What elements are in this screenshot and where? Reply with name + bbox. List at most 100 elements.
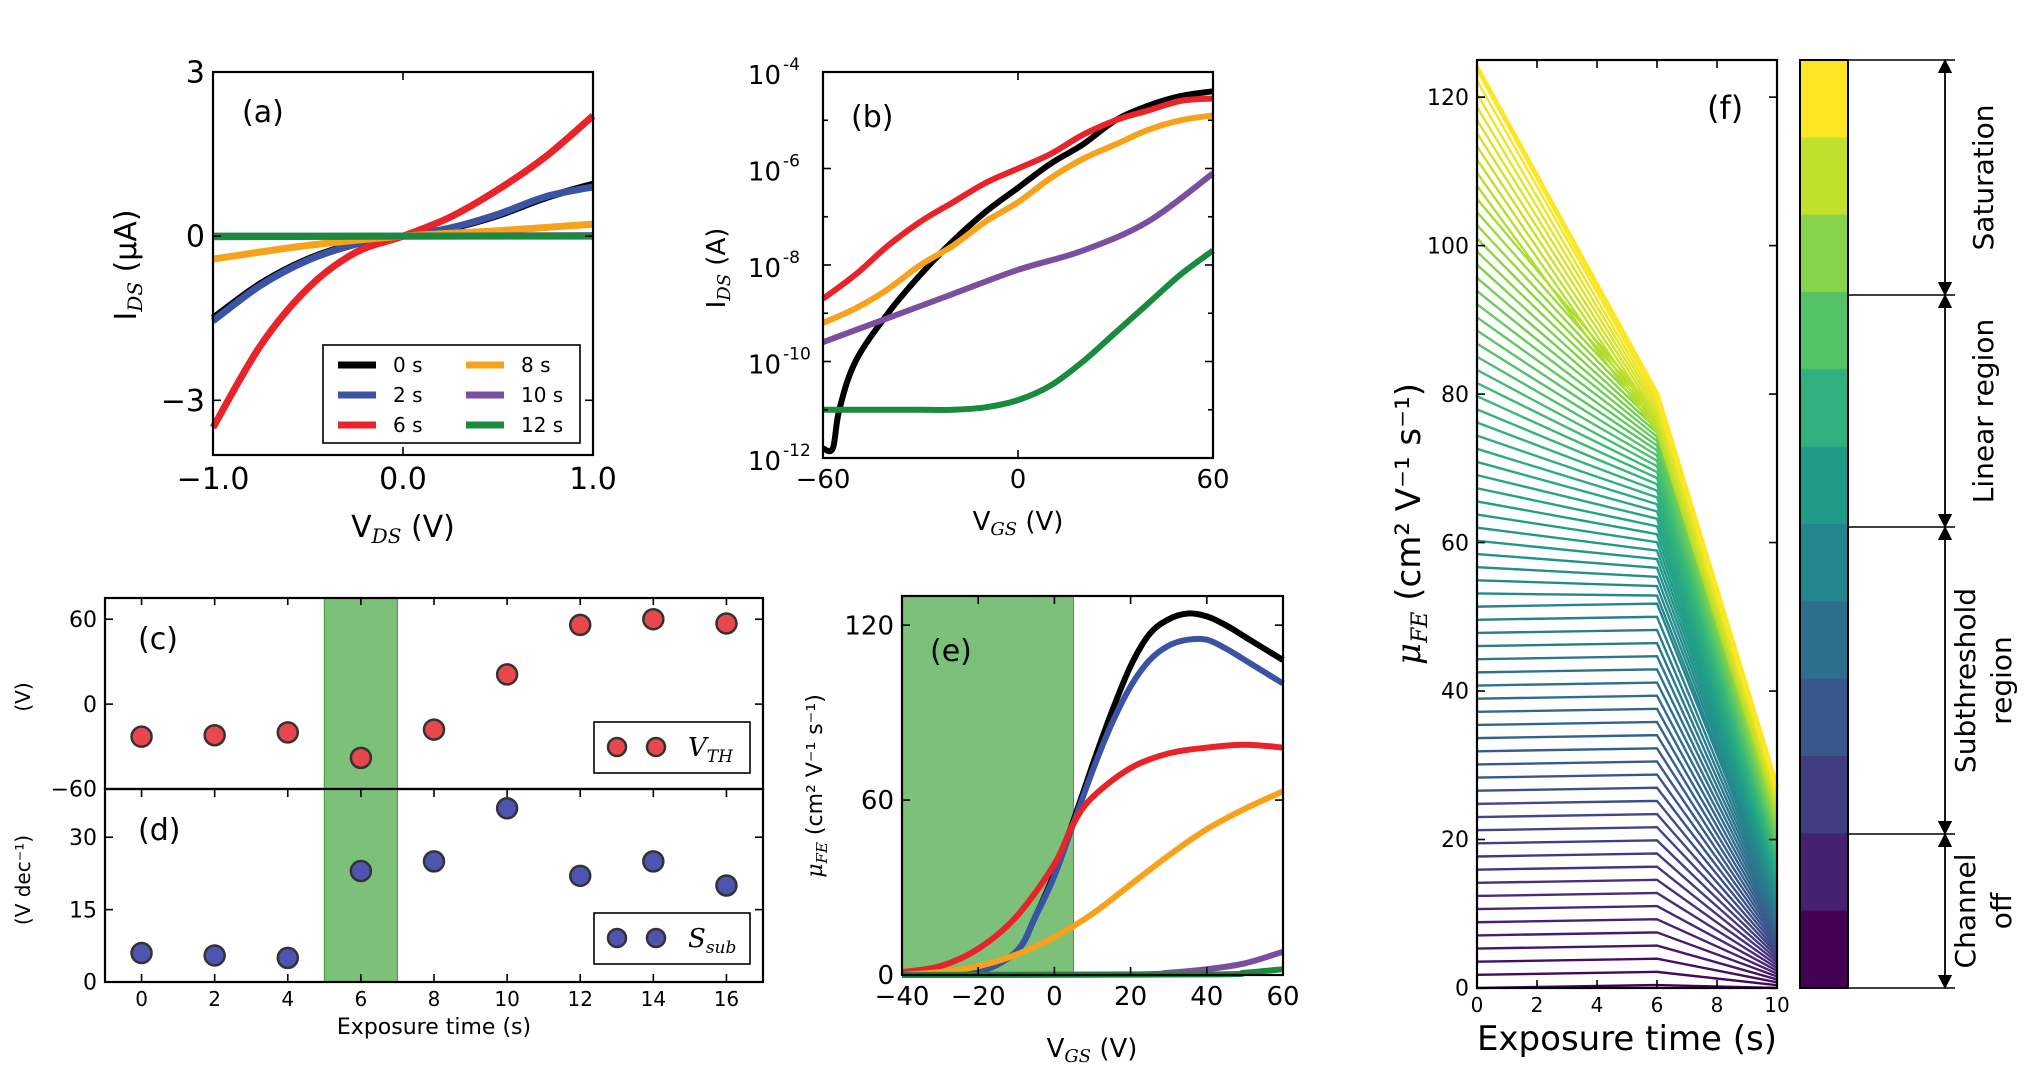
- panel-e: (e) −40 −20 0 20 40 60 0 60 120 VGS (V) μFE (cm²…: [803, 594, 1300, 1067]
- panel-d-xtick-label: 2: [208, 987, 221, 1011]
- panel-f-xtick-label: 2: [1531, 993, 1544, 1017]
- panel-b-ytick-exponent: -8: [783, 248, 800, 268]
- panel-f-series-line: [1476, 891, 1778, 969]
- panel-b-series-line: [821, 95, 1214, 302]
- panel-c-point: [642, 607, 665, 631]
- panel-f-series-line: [1476, 460, 1779, 874]
- panel-d-ytick-label: 30: [69, 826, 97, 851]
- panel-d-xtick-label: 12: [567, 987, 592, 1011]
- panel-e-ytick-label: 0: [877, 961, 894, 991]
- panel-a-legend-label: 8 s: [521, 353, 551, 377]
- panel-f-series-line: [1476, 878, 1778, 967]
- panel-f-colorbar-band: [1800, 214, 1848, 293]
- panel-f-region-label: off: [1985, 892, 2018, 929]
- panel-b-label: (b): [851, 100, 893, 135]
- panel-e-series-line: [901, 788, 1285, 978]
- panel-f-colorbar-band: [1800, 369, 1848, 448]
- panel-d-ylabel: (V dec⁻¹): [11, 835, 35, 925]
- panel-a-xtick-label: 1.0: [569, 462, 617, 497]
- panel-a-xlabel: VDS (V): [351, 510, 455, 548]
- panel-f-series-line: [1476, 615, 1779, 909]
- panel-f-colorbar-band: [1800, 524, 1848, 602]
- panel-b-ytick-exponent: -12: [783, 441, 811, 461]
- panel-a-series-line: [212, 220, 594, 263]
- panel-f-series-line: [1476, 500, 1779, 883]
- panel-f-xtick-label: 6: [1651, 993, 1664, 1017]
- panel-f-series-line: [1476, 707, 1779, 929]
- panel-f-ytick-label: 120: [1427, 86, 1469, 111]
- panel-d-xtick-label: 14: [641, 987, 666, 1011]
- panel-f-series-line: [1476, 487, 1779, 880]
- panel-c-ytick-label: 60: [69, 608, 97, 633]
- panel-e-ticks: −40 −20 0 20 40 60 0 60 120: [844, 596, 1300, 1012]
- panel-d-legend-marker: [606, 927, 628, 949]
- panel-f-ylabel: μFE (cm² V⁻¹ s⁻¹): [1389, 383, 1433, 665]
- panel-c-ytick-label: 0: [83, 693, 97, 718]
- panel-b-xtick-label: 0: [1010, 465, 1027, 495]
- panel-a-plot: [209, 113, 596, 430]
- panel-f-colorbar-band: [1800, 137, 1848, 216]
- panel-f-ytick-label: 20: [1441, 828, 1469, 853]
- panel-b-xtick-label: 60: [1196, 465, 1229, 495]
- panel-b-ytick-label: 10: [748, 351, 781, 381]
- panel-d-ticks: 0 2 4 6 8 10 12 14 16 0 15 30: [69, 789, 763, 1011]
- panel-c-legend-label: VTH: [688, 733, 734, 767]
- panel-f-series-line: [1476, 786, 1778, 946]
- panel-b-ytick-exponent: -10: [783, 345, 811, 365]
- panel-c-label: (c): [138, 622, 178, 657]
- panel-a-legend-label: 12 s: [521, 413, 563, 437]
- panel-d-ytick-label: 15: [69, 898, 97, 923]
- panel-f-colorbar-band: [1800, 60, 1848, 138]
- panel-d-xtick-label: 16: [714, 987, 739, 1011]
- panel-d-xtick-label: 8: [428, 987, 441, 1011]
- panel-f-ytick-label: 80: [1441, 383, 1469, 408]
- panel-f-region-label: region: [1985, 636, 2018, 725]
- panel-e-plot: [901, 595, 1285, 978]
- panel-e-label: (e): [930, 634, 972, 669]
- panel-c-legend-marker: [606, 736, 628, 758]
- panel-f-series-line: [1476, 826, 1778, 955]
- panel-f-series-line: [1476, 579, 1779, 900]
- panel-e-series-line: [901, 741, 1284, 976]
- panel-f-series-line: [1476, 733, 1779, 935]
- panel-d-point: [568, 864, 592, 888]
- panel-f-series-line: [1476, 628, 1779, 912]
- panel-f-series-line: [1476, 668, 1779, 920]
- panel-a-label: (a): [242, 95, 284, 130]
- panel-d-point: [715, 874, 738, 897]
- panel-f-series-line: [1476, 641, 1779, 915]
- panel-a-ytick-label: −3: [161, 384, 205, 419]
- panel-c-legend: VTH: [593, 721, 751, 774]
- panel-d-xtick-label: 4: [281, 987, 294, 1011]
- panel-f-colorbar: [1800, 60, 1848, 989]
- panel-a-ytick-label: 0: [186, 220, 205, 255]
- panel-d-plot: [130, 788, 738, 983]
- panel-d-point: [422, 850, 446, 873]
- panel-b-ytick-label: 10: [748, 447, 781, 477]
- panel-f-series-line: [1476, 839, 1778, 958]
- panel-a-ytick-label: 3: [186, 56, 205, 91]
- panel-d-xtick-label: 0: [135, 987, 148, 1011]
- panel-f-colorbar-band: [1800, 601, 1848, 680]
- panel-c-point: [495, 663, 519, 686]
- panel-b-xtick-label: −60: [796, 465, 851, 495]
- panel-a-legend-label: 6 s: [393, 413, 423, 437]
- panel-f-series-line: [1476, 513, 1779, 886]
- panel-b-series-line: [821, 170, 1215, 346]
- panel-a-xtick-label: 0.0: [379, 462, 427, 497]
- panel-d: (d) 0 2 4 6 8 10 12 14 16 0 15 30 Exposure time (s)…: [11, 787, 765, 1040]
- panel-e-xtick-label: 0: [1046, 982, 1063, 1012]
- panel-f-xtick-label: 8: [1711, 993, 1724, 1017]
- panel-b-xlabel: VGS (V): [973, 507, 1064, 540]
- panel-c-point: [422, 718, 446, 741]
- panel-d-xtick-label: 6: [355, 987, 368, 1011]
- panel-b-series-line: [821, 112, 1214, 326]
- panel-e-xtick-label: 20: [1114, 982, 1147, 1012]
- panel-f-series-line: [1476, 552, 1779, 894]
- panel-c-ytick-label: −60: [51, 778, 97, 803]
- panel-f-xtick-label: 10: [1764, 993, 1789, 1017]
- panel-f-region-label: Linear region: [1967, 319, 2000, 503]
- panel-a-legend-label: 2 s: [393, 383, 423, 407]
